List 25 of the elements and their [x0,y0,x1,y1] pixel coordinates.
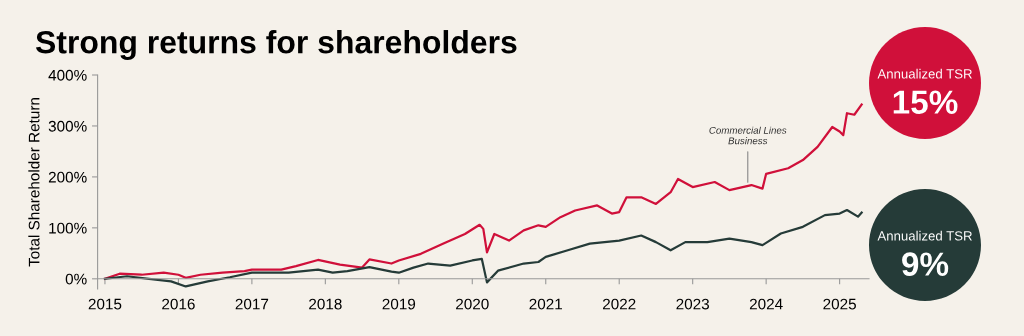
text: 15% [893,90,958,114]
y-tick-label: 0% [65,273,87,285]
x-tick-label: 2024 [749,298,783,310]
line-series [103,208,863,288]
x-tick-label: 2021 [529,298,562,310]
text: 9% [902,252,949,276]
x-tick-label: 2018 [309,298,342,310]
x-tick-label: 2023 [676,298,709,310]
x-tick-label: 2017 [235,298,269,310]
x-tick-label: 2016 [162,298,195,310]
x-tick-label: 2020 [456,298,489,310]
chart-title: Strong returns for shareholders [35,30,517,60]
x-tick-label: 2022 [602,298,636,310]
line-series [103,103,863,280]
annotation: Commercial Lines Business [709,126,787,145]
x-tick-label: 2015 [88,298,122,310]
y-tick-label: 300% [48,120,87,132]
text: Annualized TSR [877,68,972,79]
y-tick-label: 200% [48,171,87,183]
x-tick-label: 2025 [823,298,856,310]
x-tick-label: 2019 [382,298,416,310]
y-axis-title: Total Shareholder Return [28,98,40,267]
y-tick-label: 100% [49,222,87,234]
y-tick-label: 400% [48,69,87,81]
text: Annualized TSR [877,230,972,241]
